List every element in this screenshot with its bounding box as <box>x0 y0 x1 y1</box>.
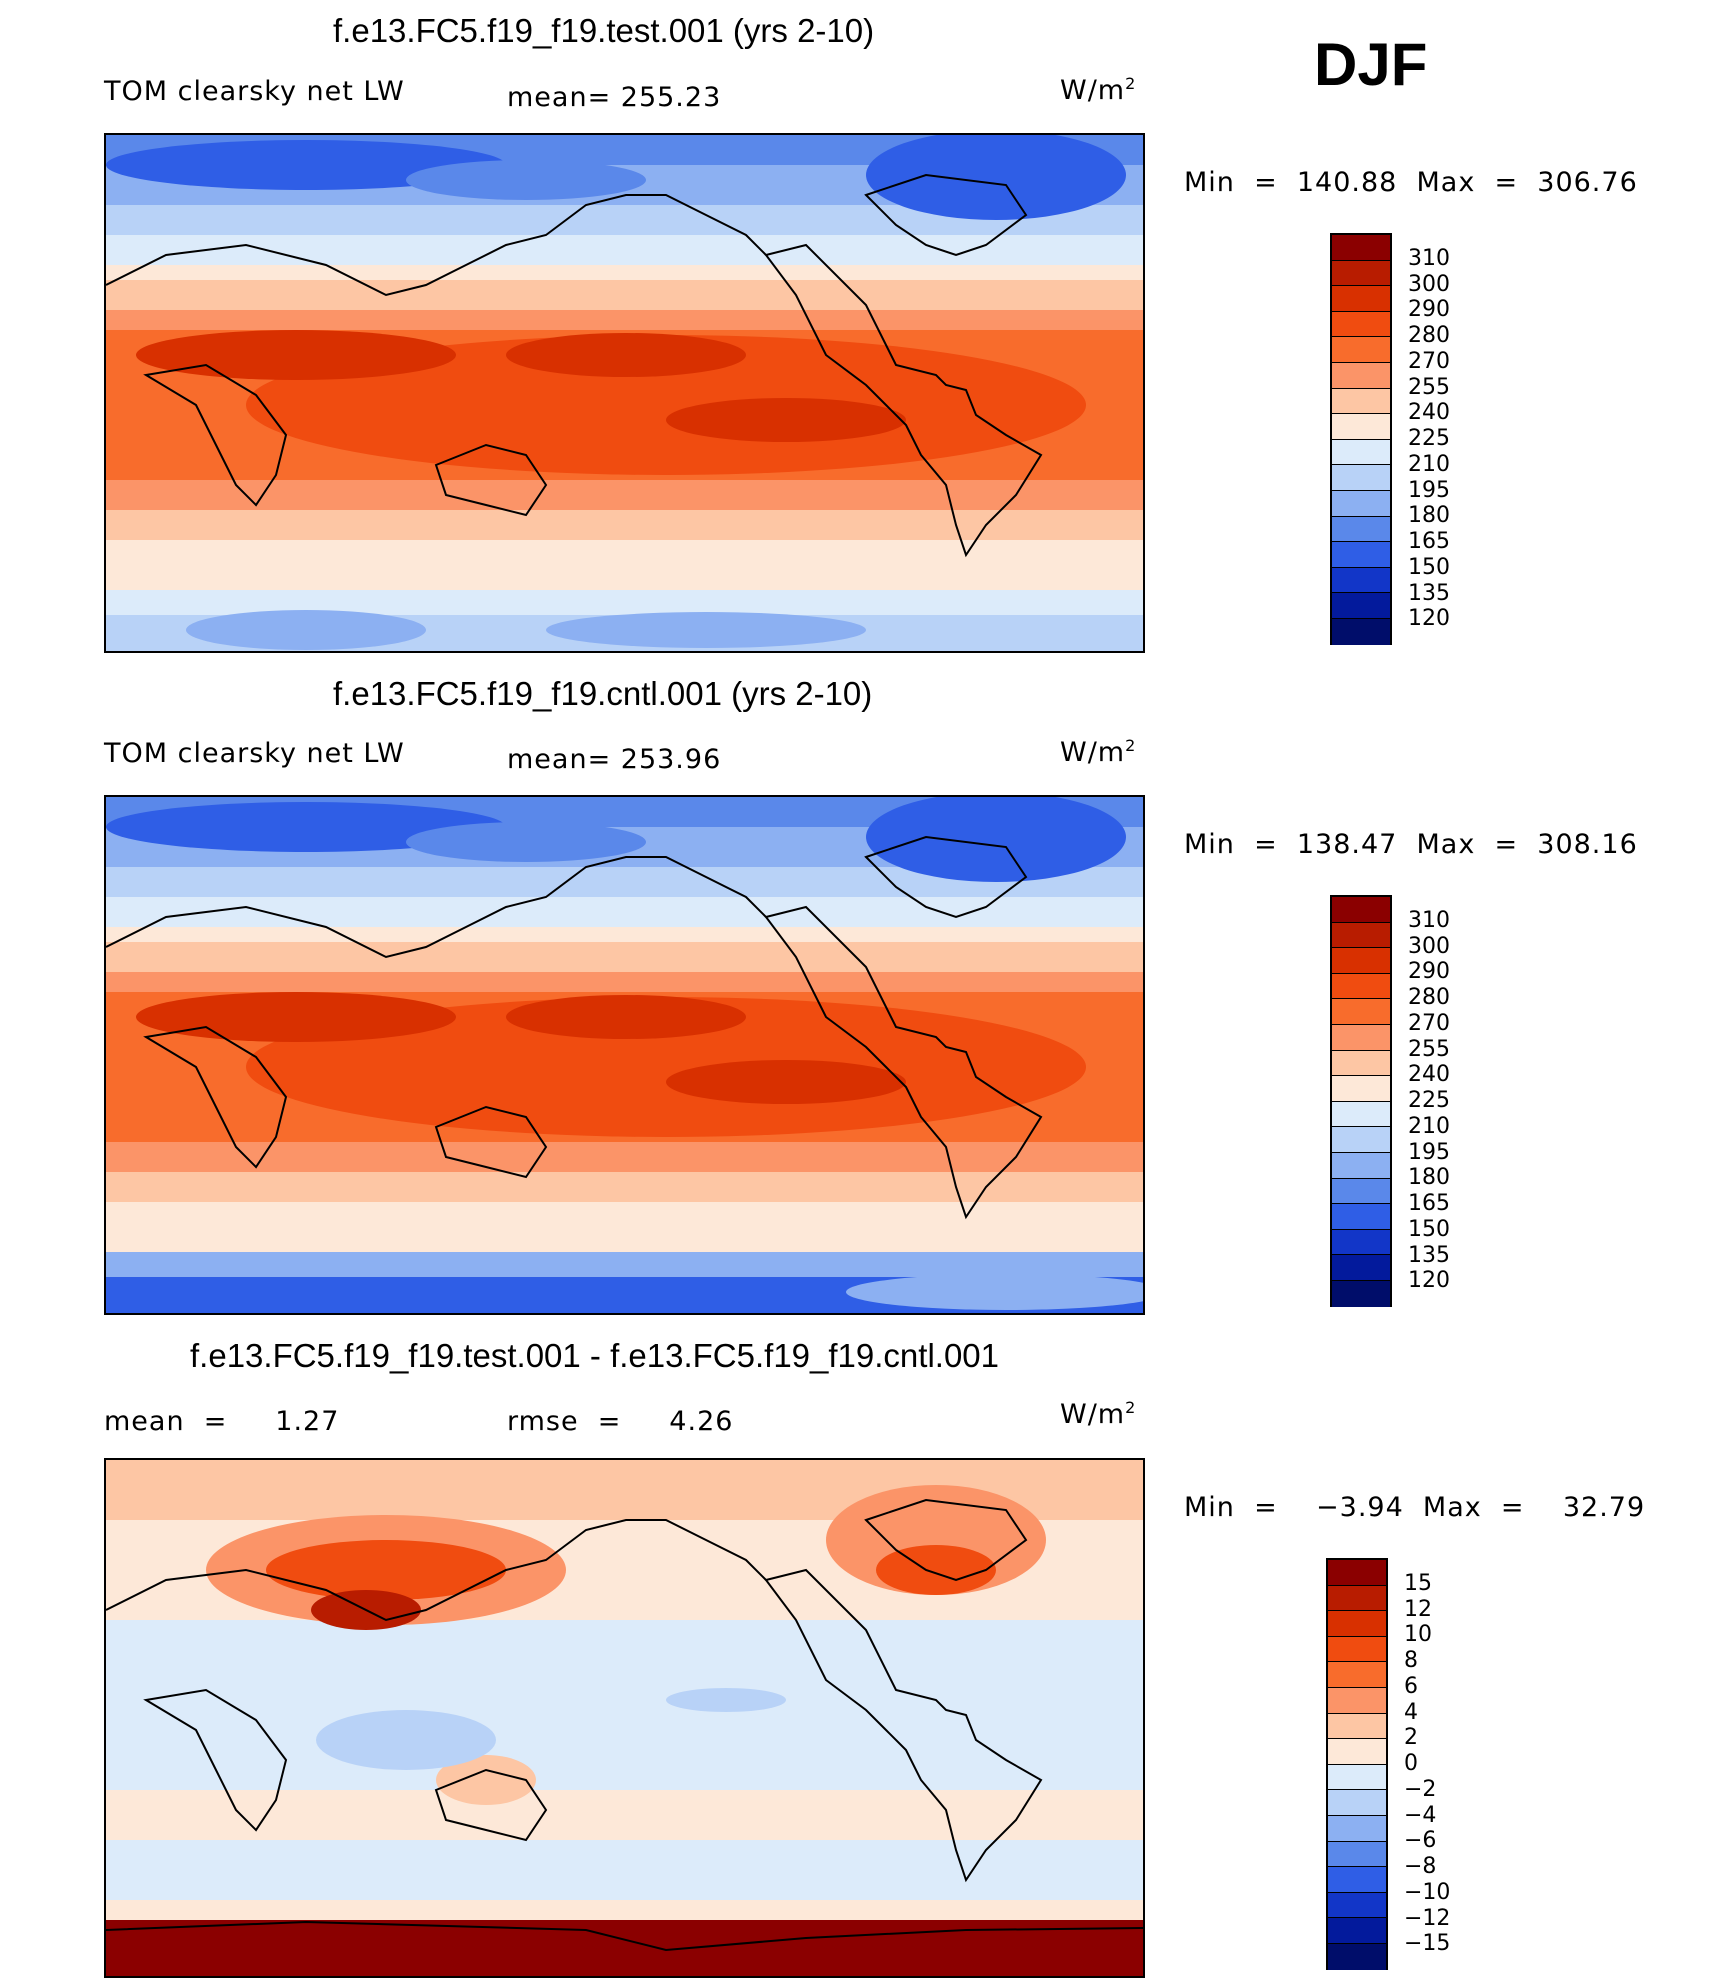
panel1-contour-field <box>106 135 1143 651</box>
panel3-units: W/m2 <box>1060 1398 1137 1430</box>
colorbar-tick-label: 290 <box>1408 297 1450 323</box>
colorbar-tick-label: 210 <box>1408 451 1450 477</box>
colorbar-tick-label: 6 <box>1404 1673 1418 1699</box>
colorbar-tick-label: 165 <box>1408 529 1450 554</box>
colorbar-tick-label: 290 <box>1408 959 1450 985</box>
panel1-mean: mean= 255.23 <box>507 82 722 113</box>
panel2-colorbar <box>1330 895 1392 1307</box>
colorbar-tick-label: 135 <box>1408 580 1450 606</box>
panel3-contour-field <box>106 1460 1143 1976</box>
colorbar-tick-label: −8 <box>1404 1854 1437 1879</box>
colorbar-tick-label: 300 <box>1408 271 1450 297</box>
colorbar-tick-label: 150 <box>1408 554 1450 580</box>
colorbar-tick-label: 120 <box>1408 606 1450 632</box>
colorbar-tick-label: 150 <box>1408 1216 1450 1242</box>
colorbar-tick-label: 180 <box>1408 1165 1450 1191</box>
colorbar-tick-label: −2 <box>1404 1776 1437 1802</box>
panel1-variable: TOM clearsky net LW <box>104 76 405 107</box>
colorbar-tick-label: 135 <box>1408 1242 1450 1268</box>
colorbar-tick-label: 8 <box>1404 1648 1418 1673</box>
panel3-colorbar <box>1326 1558 1388 1970</box>
panel2-map <box>104 795 1145 1315</box>
colorbar-tick-label: 12 <box>1404 1596 1432 1622</box>
colorbar-tick-label: 310 <box>1408 907 1450 933</box>
panel1-min-max: Min = 140.88 Max = 306.76 <box>1184 167 1638 198</box>
colorbar-tick-label: 225 <box>1408 426 1450 451</box>
colorbar-tick-label: 195 <box>1408 477 1450 503</box>
colorbar-tick-label: 280 <box>1408 985 1450 1010</box>
panel3-rmse: rmse = 4.26 <box>507 1406 734 1437</box>
colorbar-tick-label: 255 <box>1408 374 1450 400</box>
colorbar-tick-label: −10 <box>1404 1879 1451 1905</box>
colorbar-tick-label: 10 <box>1404 1622 1432 1648</box>
colorbar-tick-label: 310 <box>1408 245 1450 271</box>
panel1-map <box>104 133 1145 653</box>
panel1-colorbar <box>1330 233 1392 645</box>
panel2-title: f.e13.FC5.f19_f19.cntl.001 (yrs 2-10) <box>333 675 873 712</box>
panel3-mean: mean = 1.27 <box>104 1406 340 1437</box>
panel2-variable: TOM clearsky net LW <box>104 738 405 769</box>
colorbar-tick-label: 270 <box>1408 1010 1450 1036</box>
colorbar-tick-label: −4 <box>1404 1802 1437 1828</box>
colorbar-tick-label: 225 <box>1408 1088 1450 1113</box>
colorbar-tick-label: 2 <box>1404 1725 1418 1751</box>
colorbar-tick-label: 240 <box>1408 400 1450 426</box>
panel3-map <box>104 1458 1145 1978</box>
colorbar-tick-label: 165 <box>1408 1191 1450 1216</box>
colorbar-tick-label: 120 <box>1408 1268 1450 1294</box>
colorbar-tick-label: 180 <box>1408 503 1450 529</box>
panel3-title: f.e13.FC5.f19_f19.test.001 - f.e13.FC5.f… <box>190 1337 1000 1374</box>
colorbar-tick-label: 15 <box>1404 1570 1432 1596</box>
panel3-min-max: Min = −3.94 Max = 32.79 <box>1184 1492 1646 1523</box>
colorbar-tick-label: 255 <box>1408 1036 1450 1062</box>
colorbar-tick-label: 240 <box>1408 1062 1450 1088</box>
colorbar-tick-label: −15 <box>1404 1931 1451 1957</box>
colorbar-tick-label: 300 <box>1408 933 1450 959</box>
season-label: DJF <box>1314 31 1428 98</box>
colorbar-tick-label: 280 <box>1408 323 1450 348</box>
colorbar-tick-label: −12 <box>1404 1905 1451 1931</box>
panel1-title: f.e13.FC5.f19_f19.test.001 (yrs 2-10) <box>333 12 875 49</box>
colorbar-tick-label: 195 <box>1408 1139 1450 1165</box>
panel2-contour-field <box>106 797 1143 1313</box>
colorbar-tick-label: −6 <box>1404 1828 1437 1854</box>
colorbar-tick-label: 210 <box>1408 1113 1450 1139</box>
colorbar-tick-label: 270 <box>1408 348 1450 374</box>
panel2-min-max: Min = 138.47 Max = 308.16 <box>1184 829 1638 860</box>
panel1-units: W/m2 <box>1060 74 1137 106</box>
panel2-units: W/m2 <box>1060 736 1137 768</box>
panel2-mean: mean= 253.96 <box>507 744 722 775</box>
colorbar-tick-label: 4 <box>1404 1699 1418 1725</box>
colorbar-tick-label: 0 <box>1404 1751 1418 1776</box>
